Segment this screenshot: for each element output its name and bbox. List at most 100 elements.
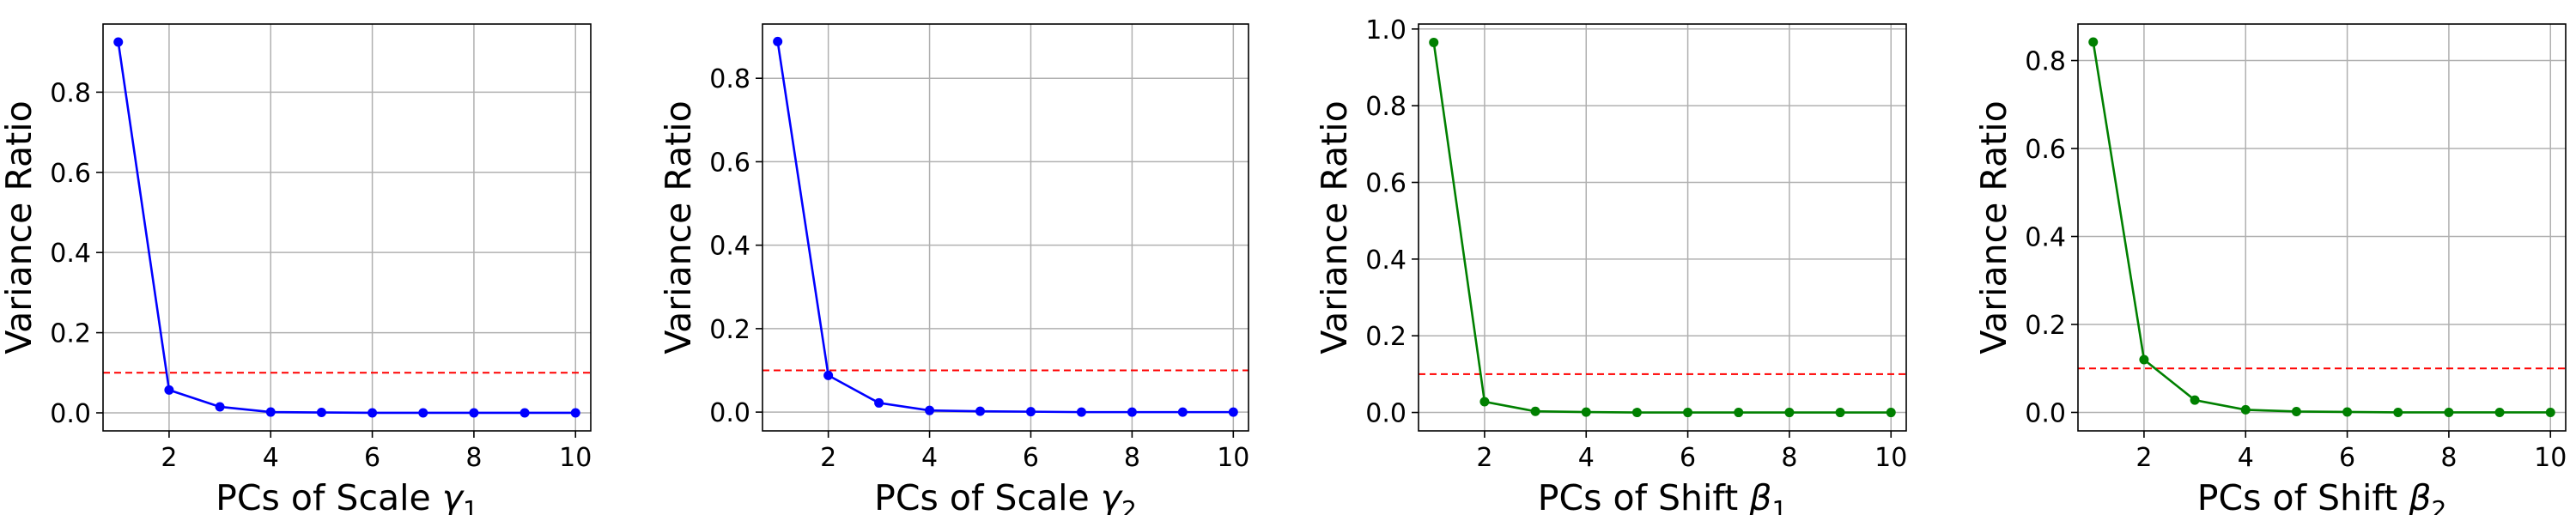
data-point — [113, 37, 124, 47]
y-tick-label: 0.8 — [1365, 92, 1406, 122]
x-tick-label: 8 — [1781, 443, 1797, 473]
data-point — [2545, 407, 2555, 417]
y-tick-label: 0.4 — [709, 232, 750, 262]
chart-panel-3: 2 4 6 8 10 0.0 0.2 0.4 0.6 0.8 1.0 Variance Ratio PC… — [1314, 15, 1907, 515]
plot-frame — [2077, 23, 2567, 432]
x-tick-label: 8 — [465, 443, 482, 473]
y-tick-label: 0.2 — [709, 315, 750, 345]
data-point — [2494, 407, 2505, 417]
data-point — [773, 36, 783, 46]
data-point — [316, 408, 326, 418]
y-tick-label: 0.2 — [2025, 311, 2066, 341]
chart-panel-1: 2 4 6 8 10 0.0 0.2 0.4 0.6 0.8 Variance Ratio PCs o… — [0, 23, 592, 515]
x-axis-label: PCs of Scale γ2 — [874, 477, 1137, 515]
y-tick-label: 0.8 — [709, 64, 750, 94]
y-tick-label: 0.0 — [50, 399, 91, 429]
y-tick-label: 0.2 — [50, 319, 91, 349]
y-axis-label: Variance Ratio — [1973, 100, 2014, 354]
data-point — [874, 397, 884, 408]
data-point — [1228, 407, 1238, 417]
y-tick-label: 0.0 — [709, 398, 750, 428]
data-point — [925, 405, 935, 415]
x-tick-label: 2 — [161, 443, 177, 473]
x-tick-label: 4 — [921, 443, 938, 473]
x-axis-label: PCs of Shift β1 — [1538, 477, 1788, 515]
data-point — [1631, 408, 1642, 418]
y-tick-label: 0.8 — [2025, 47, 2066, 77]
x-tick-label: 4 — [2238, 443, 2254, 473]
data-point — [1784, 408, 1795, 418]
y-tick-label: 0.6 — [2025, 135, 2066, 165]
y-tick-label: 0.0 — [2025, 398, 2066, 428]
data-point — [2240, 404, 2251, 415]
y-tick-label: 0.2 — [1365, 322, 1406, 352]
data-point — [519, 408, 530, 418]
x-tick-label: 8 — [2440, 443, 2457, 473]
data-point — [1886, 408, 1896, 418]
data-point — [2444, 407, 2454, 417]
plot-frame — [762, 23, 1249, 432]
y-tick-label: 0.6 — [50, 159, 91, 189]
data-point — [2139, 354, 2149, 365]
y-tick-label: 0.4 — [2025, 223, 2066, 253]
data-point — [1177, 407, 1188, 417]
data-point — [265, 407, 276, 417]
y-axis-label: Variance Ratio — [1314, 100, 1355, 354]
data-point — [1025, 407, 1036, 417]
y-tick-label: 0.4 — [1365, 245, 1406, 276]
plot-frame — [1418, 23, 1907, 432]
data-point — [2342, 407, 2353, 417]
data-point — [2291, 406, 2301, 416]
data-point — [975, 406, 986, 416]
x-tick-label: 6 — [1680, 443, 1696, 473]
series-line — [117, 41, 576, 415]
x-tick-label: 8 — [1124, 443, 1140, 473]
y-tick-label: 0.6 — [709, 148, 750, 178]
data-point — [368, 408, 378, 418]
data-point — [1683, 408, 1693, 418]
plot-frame — [102, 23, 592, 432]
x-tick-label: 6 — [2339, 443, 2355, 473]
data-point — [469, 408, 479, 418]
chart-panel-4: 2 4 6 8 10 0.0 0.2 0.4 0.6 0.8 Variance Ratio PCs o… — [1973, 23, 2567, 515]
data-point — [2190, 395, 2200, 405]
data-point — [1581, 407, 1591, 417]
data-point — [1530, 406, 1540, 416]
data-point — [215, 402, 225, 412]
x-tick-label: 4 — [263, 443, 279, 473]
data-point — [1479, 397, 1490, 407]
x-tick-label: 2 — [1476, 443, 1492, 473]
data-point — [2393, 407, 2403, 417]
x-tick-label: 2 — [820, 443, 836, 473]
data-point — [570, 408, 580, 418]
x-axis-label: PCs of Shift β2 — [2197, 477, 2447, 515]
x-tick-label: 10 — [1217, 443, 1249, 473]
data-point — [418, 408, 428, 418]
y-axis-label: Variance Ratio — [658, 100, 699, 354]
y-tick-label: 0.4 — [50, 239, 91, 269]
x-tick-label: 6 — [1023, 443, 1039, 473]
data-point — [823, 370, 834, 380]
data-point — [1835, 408, 1845, 418]
y-axis-label: Variance Ratio — [0, 100, 39, 354]
data-point — [1429, 37, 1439, 47]
data-point — [2088, 37, 2099, 47]
y-tick-label: 1.0 — [1365, 15, 1406, 45]
x-tick-label: 6 — [364, 443, 380, 473]
series-line — [1432, 42, 1892, 414]
y-tick-label: 0.0 — [1365, 399, 1406, 429]
data-point — [1127, 407, 1137, 417]
x-tick-label: 10 — [559, 443, 592, 473]
x-tick-label: 10 — [2534, 443, 2567, 473]
series-line — [2092, 41, 2551, 414]
y-tick-label: 0.6 — [1365, 169, 1406, 199]
x-tick-label: 4 — [1578, 443, 1595, 473]
data-point — [164, 385, 174, 395]
chart-panel-2: 2 4 6 8 10 0.0 0.2 0.4 0.6 0.8 Variance Ratio PCs o… — [658, 23, 1249, 515]
series-line — [776, 41, 1234, 414]
y-tick-label: 0.8 — [50, 78, 91, 108]
data-point — [1734, 408, 1744, 418]
data-point — [1076, 407, 1086, 417]
x-tick-label: 2 — [2136, 443, 2152, 473]
